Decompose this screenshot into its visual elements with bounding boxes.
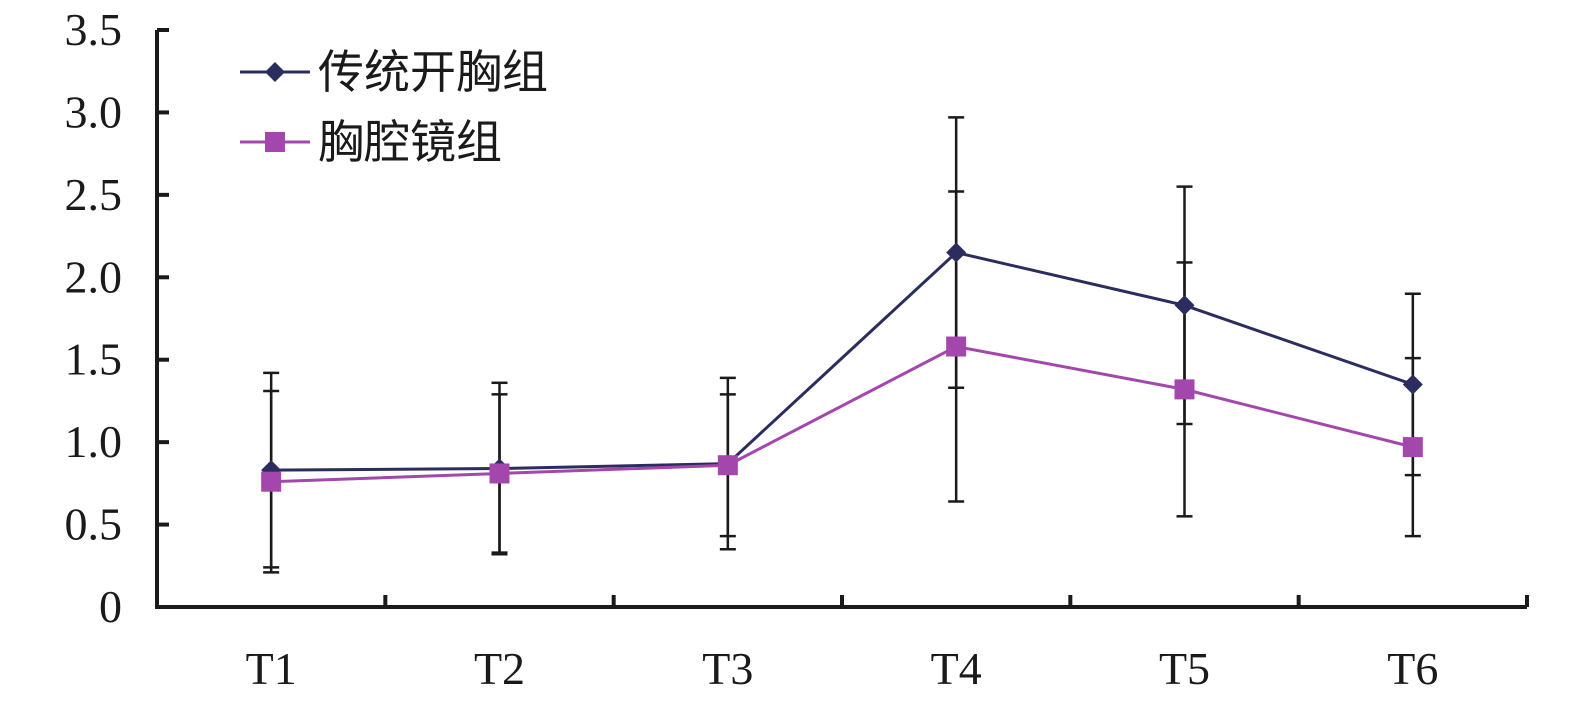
y-tick-label: 2.0 [65, 251, 123, 302]
x-tick-label: T4 [931, 643, 982, 694]
x-tick-label: T1 [246, 643, 297, 694]
data-point-2 [261, 471, 282, 492]
legend-marker-1 [265, 62, 285, 82]
series-line-2 [271, 344, 1414, 484]
x-axis-ticks: T1 T2 T3 T4 T5 T6 [246, 595, 1529, 694]
y-tick-label: 1.0 [65, 416, 123, 467]
x-tick-label: T6 [1387, 643, 1438, 694]
data-point-1 [1402, 374, 1423, 395]
data-point-2 [717, 455, 738, 476]
x-tick-label: T5 [1159, 643, 1210, 694]
x-tick-label: T3 [702, 643, 753, 694]
x-tick-label: T2 [474, 643, 525, 694]
data-point-2 [1402, 437, 1423, 458]
legend-label-1: 传统开胸组 [318, 45, 548, 99]
y-tick-label: 1.5 [65, 334, 123, 385]
legend-label-2: 胸腔镜组 [318, 115, 502, 169]
series-line-1 [271, 250, 1414, 472]
series-lines [261, 242, 1423, 492]
y-tick-label: 2.5 [65, 169, 123, 220]
data-point-2 [1174, 379, 1195, 400]
data-point-1 [1174, 295, 1195, 316]
y-tick-label: 0.5 [65, 499, 123, 550]
data-point-2 [946, 336, 967, 357]
data-point-2 [489, 463, 510, 484]
y-tick-label: 3.0 [65, 86, 123, 137]
y-axis-ticks: 0 0.5 1.0 1.5 2.0 2.5 3.0 3.5 [65, 4, 169, 632]
y-tick-label: 3.5 [65, 4, 123, 55]
legend-marker-2 [265, 132, 285, 152]
error-bars [263, 116, 1421, 574]
y-tick-label: 0 [99, 581, 122, 632]
data-point-1 [946, 242, 967, 263]
